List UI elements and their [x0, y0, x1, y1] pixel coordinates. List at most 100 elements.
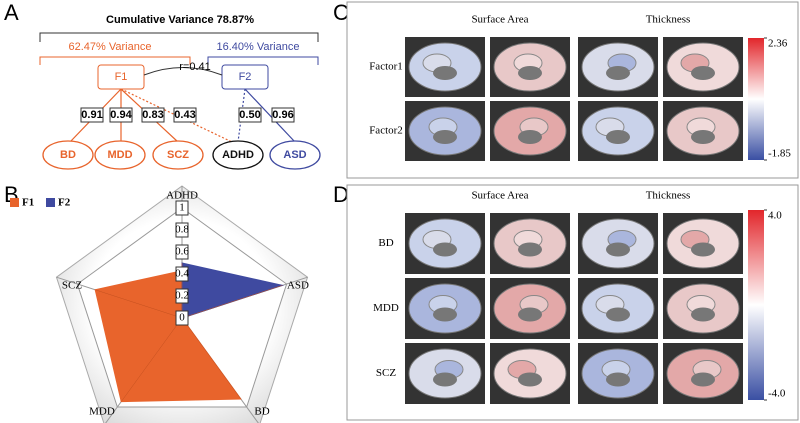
bracket [39, 56, 191, 65]
y-tick-label: 0.8 [175, 224, 189, 236]
panel-label: D [333, 182, 349, 207]
panel-label: A [4, 0, 19, 25]
column-label: Thickness [646, 14, 691, 26]
disorder-label: SCZ [167, 149, 189, 161]
colorbar [748, 38, 764, 160]
brain-region [518, 307, 542, 322]
brain-region [433, 307, 457, 322]
colorbar-label: -1.85 [768, 148, 791, 160]
axis-label: MDD [89, 406, 115, 418]
brain-region [433, 130, 457, 144]
brain-region [606, 372, 630, 387]
loading-box [109, 107, 133, 123]
tick-box [175, 310, 189, 326]
correlation-label: r=0.41 [179, 61, 211, 73]
path [244, 88, 296, 143]
brain-region [691, 307, 715, 322]
panel-labels: A B C D [4, 0, 349, 207]
loading-label: 0.91 [81, 109, 102, 121]
axis-label: SCZ [62, 280, 82, 292]
loading-box [271, 107, 295, 123]
section-line [181, 317, 242, 400]
loading-label: 0.43 [174, 109, 195, 121]
brain-region [691, 242, 715, 257]
legend-swatch [46, 198, 55, 207]
column-label: Surface Area [471, 14, 528, 26]
colorbar-label: -4.0 [768, 388, 786, 400]
column-label: Thickness [646, 190, 691, 202]
brain-region [433, 242, 457, 257]
disorder-node [42, 140, 94, 170]
loading-box [80, 107, 104, 123]
colorbar-label: 4.0 [768, 210, 782, 222]
legend-label: F1 [22, 197, 34, 209]
brain-region [691, 130, 715, 144]
colorbar-label: 2.36 [768, 38, 788, 50]
row-label: Factor1 [369, 61, 403, 73]
axis-label: ASD [287, 280, 309, 292]
factor-label: F1 [115, 71, 128, 83]
tick-box [175, 200, 189, 216]
y-tick-label: 0.2 [175, 290, 189, 302]
disorder-label: ADHD [222, 149, 254, 161]
y-tick-label: 0.4 [175, 268, 189, 280]
y-tick-label: 0 [179, 312, 185, 324]
disorder-node [212, 140, 264, 170]
variance-label: 62.47% Variance [69, 41, 152, 53]
brain-panel: Surface Area Thickness Factor1 Factor2 2.36 -… [369, 14, 791, 161]
column-label: Surface Area [471, 190, 528, 202]
variance-label: 16.40% Variance [217, 41, 300, 53]
row-label: BD [378, 237, 393, 249]
axis-label: BD [254, 406, 269, 418]
brain-region [606, 66, 630, 80]
brain-region [433, 66, 457, 80]
section-line [181, 285, 283, 319]
disorder-label: BD [60, 149, 76, 161]
brain-region [518, 372, 542, 387]
tick-box [175, 266, 189, 282]
brain-region [606, 307, 630, 322]
loading-box [141, 107, 165, 123]
section-line [121, 317, 183, 402]
tick-box [175, 244, 189, 260]
loading-label: 0.96 [272, 109, 293, 121]
brain-region [691, 66, 715, 80]
diagram-title: Cumulative Variance 78.87% [106, 14, 254, 26]
tick-box [175, 222, 189, 238]
bracket [39, 32, 319, 42]
bracket [207, 56, 319, 65]
loading-label: 0.94 [110, 109, 132, 121]
path [237, 88, 246, 143]
tick-box [175, 288, 189, 304]
colorbar [748, 210, 764, 400]
panel-label: C [333, 0, 349, 25]
axis-label: ADHD [166, 190, 198, 202]
row-label: SCZ [376, 367, 396, 379]
loading-box [238, 107, 262, 123]
brain-region [518, 130, 542, 144]
loading-label: 0.50 [239, 109, 260, 121]
loading-box [173, 107, 197, 123]
brain-region [518, 242, 542, 257]
section-line [95, 289, 183, 319]
factor-diagram: Cumulative Variance 78.87% 62.47% Varian… [39, 14, 321, 170]
brain-region [691, 372, 715, 387]
factor-label: F2 [239, 71, 252, 83]
y-tick-label: 0.6 [175, 246, 189, 258]
disorder-label: ASD [283, 149, 306, 161]
brain-region [606, 242, 630, 257]
legend-swatch [10, 198, 19, 207]
disorder-label: MDD [107, 149, 132, 161]
disorder-node [152, 140, 204, 170]
brain-region [433, 372, 457, 387]
loading-label: 0.83 [142, 109, 163, 121]
row-label: Factor2 [369, 125, 403, 137]
correlation-arc [143, 67, 223, 76]
disorder-node [94, 140, 146, 170]
row-label: MDD [373, 302, 399, 314]
y-tick-label: 1 [179, 202, 185, 214]
brain-region [518, 66, 542, 80]
legend-label: F2 [58, 197, 71, 209]
